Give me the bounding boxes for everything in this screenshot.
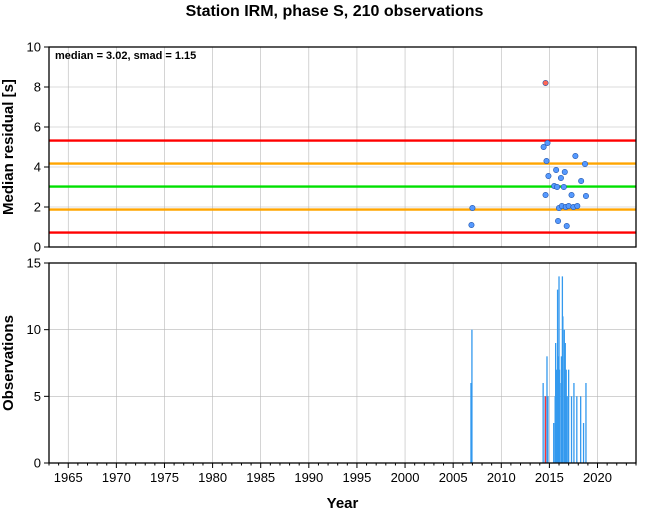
residual-point bbox=[582, 193, 589, 200]
residual-point bbox=[469, 205, 476, 212]
y-tick-label: 8 bbox=[34, 80, 41, 95]
residual-grid bbox=[49, 46, 636, 248]
residual-point bbox=[574, 203, 581, 210]
x-tick-label: 2015 bbox=[535, 470, 564, 485]
observation-bars bbox=[470, 276, 587, 463]
observations-y-axis-label: Observations bbox=[0, 315, 17, 411]
chart-title: Station IRM, phase S, 210 observations bbox=[186, 3, 484, 20]
residual-point bbox=[553, 167, 560, 174]
residual-y-axis-label: Median residual [s] bbox=[0, 79, 17, 215]
year-x-axis-label: Year bbox=[327, 495, 359, 511]
residual-point bbox=[543, 158, 550, 165]
residual-point bbox=[545, 173, 552, 180]
y-tick-label: 15 bbox=[27, 256, 41, 271]
median-smad-annotation: median = 3.02, smad = 1.15 bbox=[55, 50, 196, 62]
x-tick-label: 1990 bbox=[294, 470, 323, 485]
residual-point bbox=[561, 169, 568, 176]
residual-point bbox=[544, 140, 551, 147]
x-tick-label: 1985 bbox=[246, 470, 275, 485]
y-tick-label: 2 bbox=[34, 200, 41, 215]
x-tick-label: 1970 bbox=[102, 470, 131, 485]
y-tick-label: 6 bbox=[34, 120, 41, 135]
residual-point bbox=[555, 218, 562, 225]
residual-point bbox=[563, 223, 570, 230]
y-tick-label: 5 bbox=[34, 389, 41, 404]
y-tick-label: 10 bbox=[27, 40, 41, 55]
residual-point bbox=[542, 80, 549, 87]
observations-panel: 0 5 10 15 1965 1970 1975 1980 1985 1990 1995 2000 2… bbox=[0, 256, 637, 511]
observations-y-ticks: 0 5 10 15 bbox=[27, 256, 49, 471]
residual-point bbox=[540, 144, 547, 151]
residual-point bbox=[568, 192, 575, 199]
residual-point bbox=[560, 184, 567, 191]
year-x-ticks: 1965 1970 1975 1980 1985 1990 1995 2000 2005 2010… bbox=[48, 463, 637, 485]
residual-point bbox=[572, 153, 579, 160]
residual-points bbox=[468, 80, 589, 230]
residual-point bbox=[565, 203, 572, 210]
reference-lines bbox=[49, 139, 636, 234]
y-tick-label: 0 bbox=[34, 240, 41, 255]
y-tick-label: 0 bbox=[34, 456, 41, 471]
x-tick-label: 1975 bbox=[150, 470, 179, 485]
x-tick-label: 2010 bbox=[487, 470, 516, 485]
x-tick-label: 1965 bbox=[54, 470, 83, 485]
residual-point bbox=[578, 178, 585, 185]
residual-point bbox=[468, 222, 475, 229]
y-tick-label: 4 bbox=[34, 160, 41, 175]
x-tick-label: 2000 bbox=[391, 470, 420, 485]
y-tick-label: 10 bbox=[27, 322, 41, 337]
residual-point bbox=[581, 161, 588, 168]
residual-point bbox=[557, 175, 564, 182]
x-tick-label: 2005 bbox=[439, 470, 468, 485]
x-tick-label: 1980 bbox=[198, 470, 227, 485]
residual-y-ticks: 0 2 4 6 8 10 bbox=[27, 40, 49, 255]
x-tick-label: 2020 bbox=[583, 470, 612, 485]
observations-plot-frame bbox=[48, 262, 637, 464]
residual-panel: 0 2 4 6 8 10 median = 3.02, smad = 1.15 Media… bbox=[0, 40, 637, 255]
x-tick-label: 1995 bbox=[342, 470, 371, 485]
residual-point bbox=[542, 192, 549, 199]
residual-plot-frame bbox=[48, 46, 637, 248]
residual-point bbox=[554, 184, 561, 191]
